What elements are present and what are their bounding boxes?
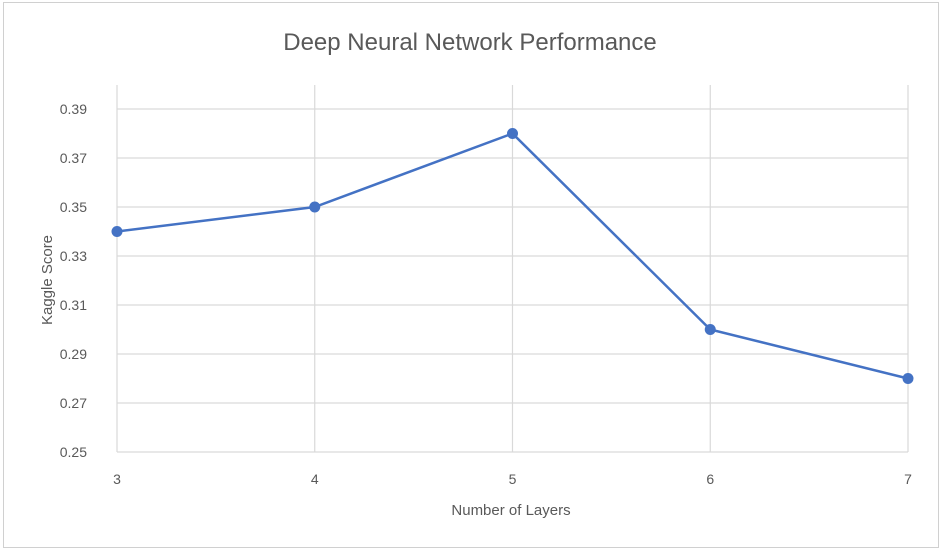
chart-title: Deep Neural Network Performance — [283, 29, 657, 56]
data-point — [309, 201, 321, 213]
data-point — [704, 324, 716, 335]
y-tick-label: 0.29 — [60, 346, 87, 362]
y-tick-label: 0.37 — [60, 150, 87, 166]
tick-layer: 0.25 0.27 0.29 0.31 0.33 0.35 0.37 0.39 3 4 5 6 7 — [60, 101, 912, 487]
y-tick-label: 0.33 — [60, 248, 87, 264]
x-tick-label: 4 — [311, 471, 319, 487]
y-tick-label: 0.25 — [60, 444, 87, 460]
grid-layer — [116, 85, 909, 453]
x-tick-label: 3 — [113, 471, 121, 487]
chart-frame — [3, 2, 939, 548]
y-tick-label: 0.27 — [60, 395, 87, 411]
series-layer — [111, 128, 914, 384]
x-tick-label: 6 — [706, 471, 714, 487]
data-point — [507, 128, 518, 139]
y-tick-label: 0.35 — [60, 199, 87, 215]
y-axis-title: Kaggle Score — [39, 235, 56, 325]
data-point — [902, 373, 914, 384]
y-tick-label: 0.31 — [60, 297, 87, 313]
data-point — [111, 226, 123, 237]
y-tick-label: 0.39 — [60, 101, 87, 117]
x-axis-title: Number of Layers — [451, 502, 570, 519]
x-tick-label: 5 — [509, 471, 517, 487]
x-tick-label: 7 — [904, 471, 912, 487]
